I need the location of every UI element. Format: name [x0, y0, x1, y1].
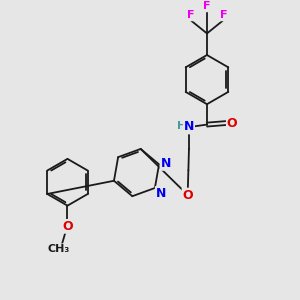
Text: F: F: [187, 11, 194, 20]
Text: F: F: [220, 11, 227, 20]
Text: H: H: [177, 121, 186, 131]
Text: O: O: [182, 189, 193, 202]
Text: CH₃: CH₃: [47, 244, 70, 254]
Text: N: N: [156, 187, 166, 200]
Text: O: O: [227, 117, 238, 130]
Text: N: N: [184, 121, 194, 134]
Text: F: F: [203, 2, 211, 11]
Text: O: O: [62, 220, 73, 233]
Text: N: N: [160, 157, 171, 170]
